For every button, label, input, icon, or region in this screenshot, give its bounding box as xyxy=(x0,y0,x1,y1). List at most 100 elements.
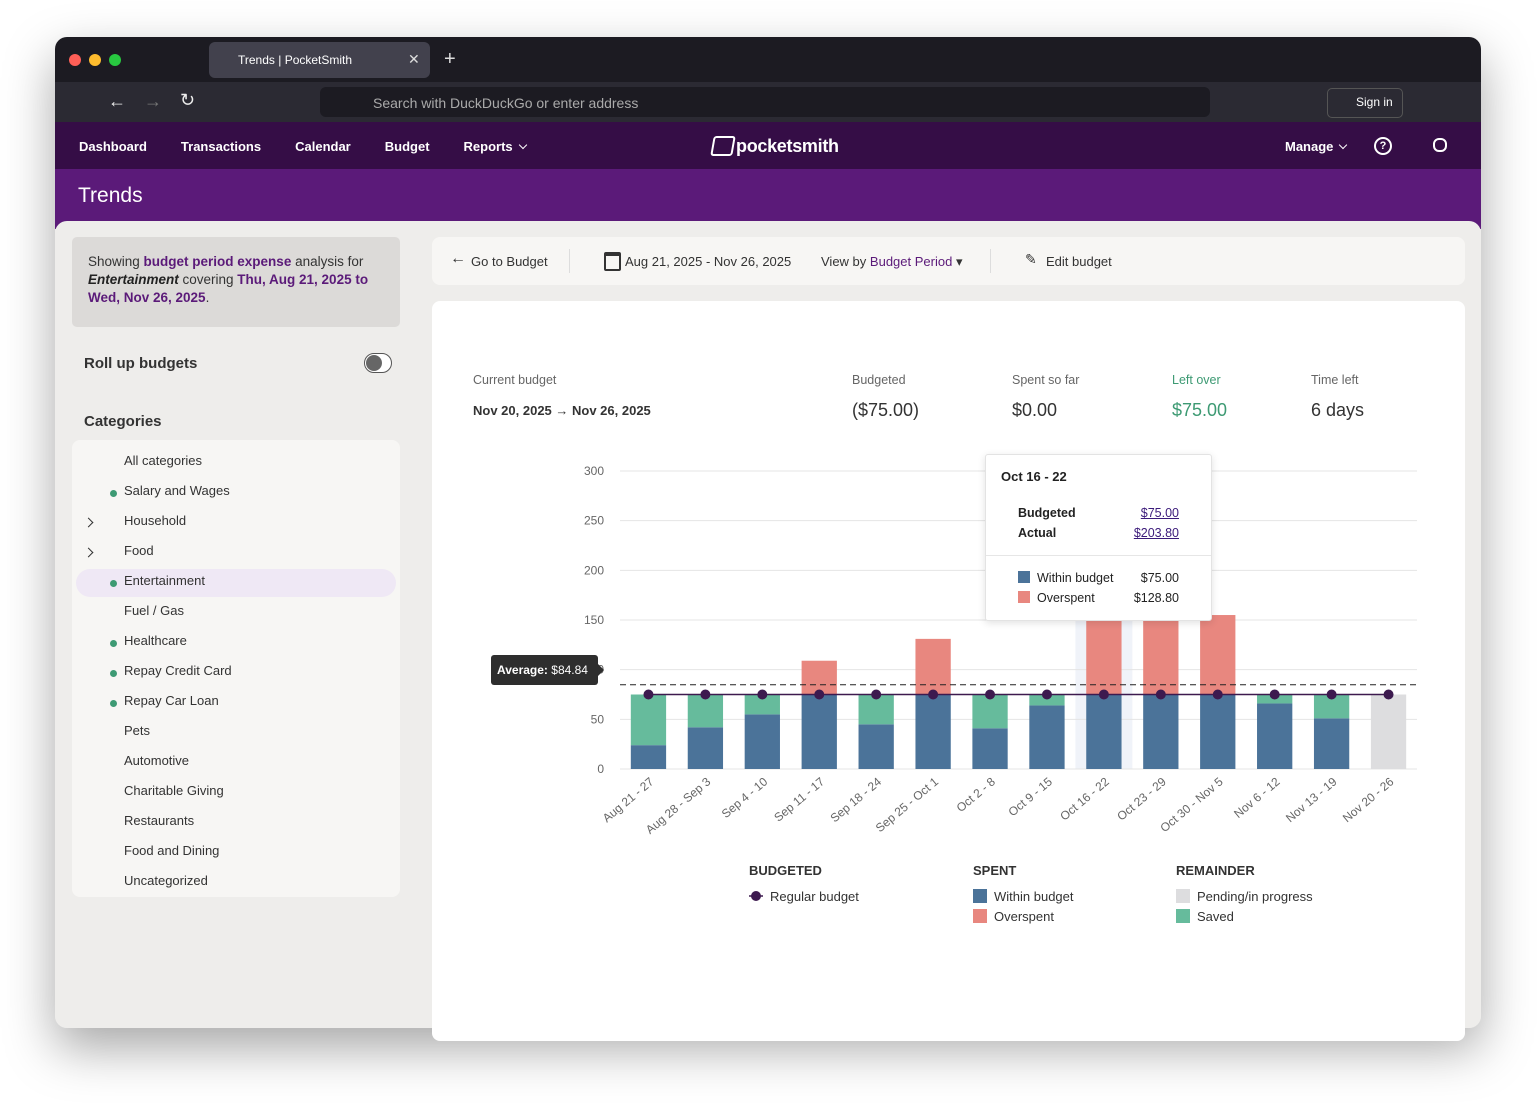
stat-value: ($75.00) xyxy=(852,400,920,420)
category-item[interactable]: Uncategorized xyxy=(124,873,208,888)
title-band xyxy=(55,169,1481,229)
calendar-icon xyxy=(604,252,621,271)
edit-budget[interactable]: Edit budget xyxy=(1046,254,1112,269)
reload-button[interactable]: ↻ xyxy=(180,90,196,110)
stat-label: Current budget xyxy=(473,373,557,387)
back-button[interactable]: ← xyxy=(108,91,126,111)
logo[interactable]: pocketsmith xyxy=(736,136,839,156)
category-item[interactable]: Entertainment xyxy=(124,573,205,588)
tooltip-swatch xyxy=(1018,591,1030,603)
tab-close[interactable]: ✕ xyxy=(408,51,420,67)
category-item[interactable]: Charitable Giving xyxy=(124,783,224,798)
view-by-label: View by xyxy=(821,254,867,269)
view-by[interactable]: View by Budget Period ▾ xyxy=(821,254,963,269)
tooltip-breakdown-label: Within budget xyxy=(1037,571,1114,585)
roll-up-toggle[interactable] xyxy=(364,353,392,373)
category-dot xyxy=(110,700,117,707)
category-dot xyxy=(110,640,117,647)
sign-in-button[interactable] xyxy=(1327,88,1403,118)
tab-title: Trends | PocketSmith xyxy=(238,53,353,67)
summary: Showing budget period expense analysis f… xyxy=(72,237,400,327)
app-nav xyxy=(55,122,1481,169)
category-item[interactable]: Repay Car Loan xyxy=(124,693,219,708)
category-dot xyxy=(110,580,117,587)
category-item[interactable]: Pets xyxy=(124,723,151,738)
average-title: Average: xyxy=(497,663,548,677)
tooltip-title: Oct 16 - 22 xyxy=(1001,469,1067,484)
category-item[interactable]: All categories xyxy=(124,453,203,468)
category-list xyxy=(72,440,400,897)
nav-item[interactable]: Reports xyxy=(464,139,527,154)
average-label: Average: $84.84 xyxy=(491,655,598,685)
roll-up-label: Roll up budgets xyxy=(84,355,198,372)
manage-menu[interactable]: Manage xyxy=(1285,139,1348,154)
new-tab[interactable]: + xyxy=(444,48,456,70)
summary-text: Entertainment xyxy=(88,272,179,287)
category-item[interactable]: Repay Credit Card xyxy=(124,663,232,678)
summary-text: budget period expense xyxy=(143,254,292,269)
category-dot xyxy=(110,670,117,677)
page-title: Trends xyxy=(78,184,143,207)
tooltip-row-label: Budgeted xyxy=(1018,506,1076,520)
nav-item[interactable]: Transactions xyxy=(181,139,261,154)
category-item[interactable]: Salary and Wages xyxy=(124,483,230,498)
selected-row xyxy=(76,569,396,597)
stat-value: 6 days xyxy=(1311,400,1365,420)
go-to-budget[interactable]: Go to Budget xyxy=(471,254,548,269)
average-pointer xyxy=(598,664,604,676)
stat-label: Left over xyxy=(1172,373,1221,387)
tab[interactable] xyxy=(209,42,430,78)
close-button[interactable] xyxy=(69,54,81,66)
address-placeholder: Search with DuckDuckGo or enter address xyxy=(373,95,639,111)
nav-item[interactable]: Dashboard xyxy=(79,139,147,154)
maximize-button[interactable] xyxy=(109,54,121,66)
nav-label: Transactions xyxy=(180,139,262,154)
address-bar[interactable] xyxy=(320,87,1210,117)
category-item[interactable]: Food and Dining xyxy=(124,843,220,858)
divider xyxy=(569,249,570,273)
tooltip-breakdown-value: $75.00 xyxy=(1140,571,1179,585)
summary-text: Showing xyxy=(88,254,144,269)
date-range[interactable]: Aug 21, 2025 - Nov 26, 2025 xyxy=(625,254,792,269)
divider xyxy=(990,249,991,273)
category-item[interactable]: Fuel / Gas xyxy=(124,603,184,618)
category-item[interactable]: Household xyxy=(124,513,187,528)
view-by-value: Budget Period xyxy=(869,254,953,269)
forward-button[interactable]: → xyxy=(144,91,162,111)
nav-label: Dashboard xyxy=(79,139,147,154)
toggle-knob xyxy=(366,355,382,371)
average-value: $84.84 xyxy=(551,663,588,677)
tooltip-breakdown-label: Overspent xyxy=(1037,591,1095,605)
nav-item[interactable]: Budget xyxy=(385,139,430,154)
edit-icon: ✎ xyxy=(1025,251,1037,267)
category-dot xyxy=(110,490,117,497)
category-item[interactable]: Healthcare xyxy=(124,633,187,648)
category-item[interactable]: Automotive xyxy=(124,753,190,768)
nav-item[interactable]: Calendar xyxy=(295,139,351,154)
summary-text: Thu, Aug 21, 2025 to Wed, Nov 26, 2025 xyxy=(88,272,369,305)
logo-icon xyxy=(710,136,736,156)
tooltip-row-label: Actual xyxy=(1018,526,1057,540)
categories-title: Categories xyxy=(84,413,162,430)
summary-text: covering xyxy=(178,272,238,287)
category-item[interactable]: Food xyxy=(124,543,154,558)
tooltip-breakdown-value: $128.80 xyxy=(1133,591,1179,605)
nav-label: Budget xyxy=(384,139,430,154)
minimize-button[interactable] xyxy=(89,54,101,66)
help-icon[interactable]: ? xyxy=(1374,137,1392,155)
stat-label: Spent so far xyxy=(1012,373,1080,387)
account-icon[interactable] xyxy=(1433,138,1447,152)
nav-label: Calendar xyxy=(295,139,351,154)
category-item[interactable]: Restaurants xyxy=(124,813,195,828)
stat-value: Nov 20, 2025 → Nov 26, 2025 xyxy=(473,403,651,418)
sign-in-label: Sign in xyxy=(1356,95,1393,109)
tooltip-divider xyxy=(986,555,1211,556)
stat-value: $0.00 xyxy=(1012,400,1058,420)
stat-label: Budgeted xyxy=(852,373,906,387)
manage-label: Manage xyxy=(1285,139,1334,154)
tooltip-swatch xyxy=(1018,571,1030,583)
tooltip-row-value: $203.80 xyxy=(1133,526,1179,540)
back-arrow: ← xyxy=(450,250,466,267)
chevron xyxy=(518,140,527,150)
